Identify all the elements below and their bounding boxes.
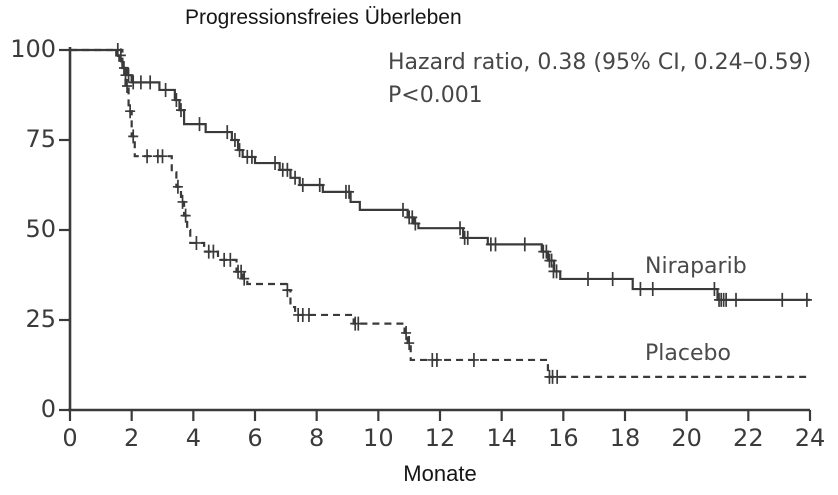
stats-annotation: Hazard ratio, 0.38 (95% CI, 0.24–0.59) P…	[388, 46, 811, 112]
x-tick-label: 2	[124, 424, 140, 452]
x-tick-label: 14	[486, 424, 517, 452]
x-tick-label: 22	[733, 424, 764, 452]
y-tick-label: 100	[10, 35, 56, 63]
placebo-curve-label: Placebo	[645, 341, 731, 366]
x-tick-label: 12	[424, 424, 456, 452]
placebo-censor-marks	[122, 79, 563, 384]
hazard-ratio-text: Hazard ratio, 0.38 (95% CI, 0.24–0.59)	[388, 50, 812, 75]
x-tick-label: 18	[609, 424, 641, 452]
niraparib-curve-label: Niraparib	[645, 254, 747, 279]
x-tick-label: 8	[309, 424, 325, 452]
x-axis-label: Monate	[403, 461, 477, 486]
p-value-text: P<0.001	[388, 83, 483, 108]
y-tick-label: 0	[40, 395, 56, 423]
x-tick-label: 24	[794, 424, 826, 452]
y-tick-label: 25	[25, 305, 56, 333]
placebo-curve	[70, 48, 810, 378]
x-tick-label: 20	[671, 424, 702, 452]
chart-title: Progressionsfreies Überleben	[185, 6, 462, 29]
niraparib-censor-marks	[112, 43, 812, 307]
x-tick-label: 16	[548, 424, 579, 452]
x-tick-label: 4	[185, 424, 201, 452]
y-tick-label: 50	[25, 215, 56, 243]
x-tick-label: 10	[363, 424, 394, 452]
x-tick-label: 6	[247, 424, 263, 452]
x-tick-label: 0	[62, 424, 78, 452]
y-tick-label: 75	[25, 125, 56, 153]
